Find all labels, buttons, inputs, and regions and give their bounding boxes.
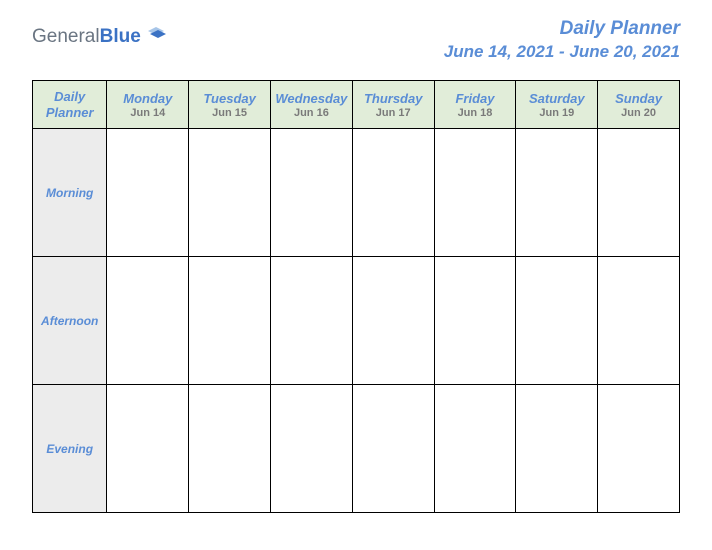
planner-cell xyxy=(434,129,516,257)
planner-cell xyxy=(598,385,680,513)
day-header: Sunday Jun 20 xyxy=(598,81,680,129)
planner-cell xyxy=(352,257,434,385)
day-name: Wednesday xyxy=(273,91,350,106)
planner-table: Daily Planner Monday Jun 14 Tuesday Jun … xyxy=(32,80,680,513)
day-date: Jun 15 xyxy=(191,107,268,119)
table-row: Afternoon xyxy=(33,257,680,385)
planner-cell xyxy=(516,129,598,257)
day-name: Tuesday xyxy=(191,91,268,106)
day-date: Jun 16 xyxy=(273,107,350,119)
day-header: Monday Jun 14 xyxy=(107,81,189,129)
table-row: Morning xyxy=(33,129,680,257)
day-name: Friday xyxy=(437,91,514,106)
planner-cell xyxy=(107,129,189,257)
date-range: June 14, 2021 - June 20, 2021 xyxy=(444,42,680,62)
planner-cell xyxy=(271,129,353,257)
day-header: Saturday Jun 19 xyxy=(516,81,598,129)
planner-cell xyxy=(271,385,353,513)
logo-text-general: General xyxy=(32,26,100,47)
planner-cell xyxy=(516,257,598,385)
planner-cell xyxy=(434,257,516,385)
planner-cell xyxy=(107,385,189,513)
planner-cell xyxy=(516,385,598,513)
day-name: Saturday xyxy=(518,91,595,106)
day-name: Monday xyxy=(109,91,186,106)
planner-cell xyxy=(352,129,434,257)
day-date: Jun 14 xyxy=(109,107,186,119)
planner-cell xyxy=(107,257,189,385)
page-title: Daily Planner xyxy=(444,18,680,40)
period-label: Morning xyxy=(33,129,107,257)
day-header: Tuesday Jun 15 xyxy=(189,81,271,129)
page-stack-icon xyxy=(146,23,168,48)
planner-cell xyxy=(598,129,680,257)
day-name: Sunday xyxy=(600,91,677,106)
planner-cell xyxy=(434,385,516,513)
planner-cell xyxy=(189,385,271,513)
logo: GeneralBlue xyxy=(32,26,168,48)
day-header: Friday Jun 18 xyxy=(434,81,516,129)
period-label: Evening xyxy=(33,385,107,513)
logo-text-blue: Blue xyxy=(100,26,141,47)
day-date: Jun 18 xyxy=(437,107,514,119)
header: GeneralBlue Daily Planner June 14, 2021 … xyxy=(32,18,680,62)
title-block: Daily Planner June 14, 2021 - June 20, 2… xyxy=(444,18,680,62)
day-date: Jun 19 xyxy=(518,107,595,119)
planner-cell xyxy=(352,385,434,513)
day-date: Jun 20 xyxy=(600,107,677,119)
period-label: Afternoon xyxy=(33,257,107,385)
planner-cell xyxy=(598,257,680,385)
planner-cell xyxy=(189,257,271,385)
day-date: Jun 17 xyxy=(355,107,432,119)
day-name: Thursday xyxy=(355,91,432,106)
table-row: Evening xyxy=(33,385,680,513)
day-header: Thursday Jun 17 xyxy=(352,81,434,129)
header-row: Daily Planner Monday Jun 14 Tuesday Jun … xyxy=(33,81,680,129)
corner-cell: Daily Planner xyxy=(33,81,107,129)
day-header: Wednesday Jun 16 xyxy=(271,81,353,129)
planner-cell xyxy=(189,129,271,257)
planner-cell xyxy=(271,257,353,385)
